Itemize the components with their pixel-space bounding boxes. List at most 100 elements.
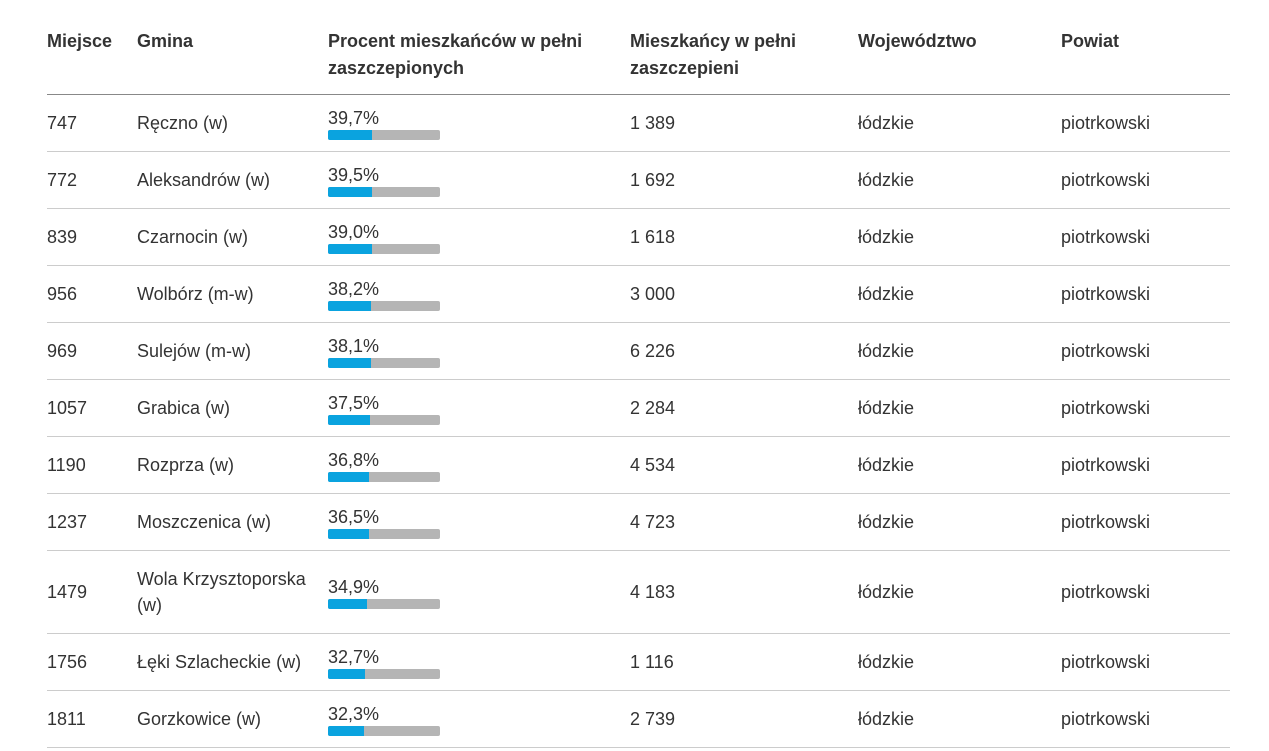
percent-cell: 32,3%: [328, 690, 630, 748]
table-cell: piotrkowski: [1061, 151, 1230, 209]
bar-track: [328, 472, 440, 482]
table-cell: Moszczenica (w): [137, 493, 328, 551]
table-cell: piotrkowski: [1061, 550, 1230, 634]
bar-fill: [328, 301, 371, 311]
bar-fill: [328, 358, 371, 368]
table-cell: 1479: [47, 550, 137, 634]
table-row: 1057 Grabica (w) 37,5% 2 284 łódzkie piotrkow…: [47, 379, 1230, 437]
column-header: Procent mieszkańców w pełni zaszczepiony…: [328, 28, 630, 95]
table-cell: łódzkie: [858, 265, 1061, 323]
bar-fill: [328, 130, 373, 140]
table-body: 747 Ręczno (w) 39,7% 1 389 łódzkie piotrkowsk…: [47, 94, 1230, 748]
table-cell: 1 389: [630, 94, 858, 152]
table-cell: piotrkowski: [1061, 322, 1230, 380]
percent-label: 32,3%: [328, 704, 380, 724]
table-cell: 956: [47, 265, 137, 323]
table-row: 1811 Gorzkowice (w) 32,3% 2 739 łódzkie piotr…: [47, 690, 1230, 748]
table-cell: 2 739: [630, 690, 858, 748]
table-cell: piotrkowski: [1061, 379, 1230, 437]
table-row: 1237 Moszczenica (w) 36,5% 4 723 łódzkie piot…: [47, 493, 1230, 551]
percent-cell: 32,7%: [328, 633, 630, 691]
table-row: 839 Czarnocin (w) 39,0% 1 618 łódzkie piotrko…: [47, 208, 1230, 266]
table-cell: piotrkowski: [1061, 690, 1230, 748]
table-cell: piotrkowski: [1061, 265, 1230, 323]
percent-label: 39,7%: [328, 108, 380, 128]
table-cell: 1237: [47, 493, 137, 551]
percent-cell: 38,2%: [328, 265, 630, 323]
table-row: 747 Ręczno (w) 39,7% 1 389 łódzkie piotrkowsk…: [47, 94, 1230, 152]
bar-fill: [328, 415, 370, 425]
percent-cell: 36,5%: [328, 493, 630, 551]
bar-track: [328, 415, 440, 425]
column-header: Województwo: [858, 28, 1061, 95]
table-row: 1479 Wola Krzysztoporska (w) 34,9% 4 183 łód…: [47, 550, 1230, 634]
table-cell: 1 116: [630, 633, 858, 691]
bar-track: [328, 599, 440, 609]
percent-label: 38,1%: [328, 336, 380, 356]
bar-track: [328, 301, 440, 311]
percent-cell: 39,0%: [328, 208, 630, 266]
bar-track: [328, 529, 440, 539]
table-cell: 1057: [47, 379, 137, 437]
bar-fill: [328, 529, 369, 539]
vaccination-table: Miejsce Gmina Procent mieszkańców w pełni …: [47, 28, 1230, 748]
table-cell: Grabica (w): [137, 379, 328, 437]
table-cell: Rozprza (w): [137, 436, 328, 494]
percent-cell: 34,9%: [328, 550, 630, 634]
table-cell: 4 534: [630, 436, 858, 494]
table-cell: łódzkie: [858, 379, 1061, 437]
table-cell: 1756: [47, 633, 137, 691]
table-row: 956 Wolbórz (m-w) 38,2% 3 000 łódzkie piotrko…: [47, 265, 1230, 323]
table-cell: 4 723: [630, 493, 858, 551]
table-cell: Gorzkowice (w): [137, 690, 328, 748]
table-cell: piotrkowski: [1061, 208, 1230, 266]
table-cell: piotrkowski: [1061, 493, 1230, 551]
table-row: 1756 Łęki Szlacheckie (w) 32,7% 1 116 łódzki…: [47, 633, 1230, 691]
table-cell: łódzkie: [858, 208, 1061, 266]
table-cell: Czarnocin (w): [137, 208, 328, 266]
percent-label: 37,5%: [328, 393, 380, 413]
table-cell: łódzkie: [858, 690, 1061, 748]
table-cell: Wolbórz (m-w): [137, 265, 328, 323]
table-cell: 1190: [47, 436, 137, 494]
table-cell: łódzkie: [858, 94, 1061, 152]
column-header: Miejsce: [47, 28, 137, 95]
table-cell: łódzkie: [858, 493, 1061, 551]
table-cell: 839: [47, 208, 137, 266]
bar-track: [328, 244, 440, 254]
percent-cell: 36,8%: [328, 436, 630, 494]
table-cell: piotrkowski: [1061, 633, 1230, 691]
column-header: Powiat: [1061, 28, 1230, 95]
bar-fill: [328, 244, 372, 254]
table-cell: łódzkie: [858, 322, 1061, 380]
percent-cell: 38,1%: [328, 322, 630, 380]
bar-track: [328, 726, 440, 736]
percent-label: 36,5%: [328, 507, 380, 527]
table-row: 772 Aleksandrów (w) 39,5% 1 692 łódzkie piotr…: [47, 151, 1230, 209]
percent-label: 32,7%: [328, 647, 380, 667]
table-row: 969 Sulejów (m-w) 38,1% 6 226 łódzkie piotrko…: [47, 322, 1230, 380]
percent-cell: 39,5%: [328, 151, 630, 209]
table-cell: 969: [47, 322, 137, 380]
column-header: Gmina: [137, 28, 328, 95]
table-cell: łódzkie: [858, 151, 1061, 209]
table-cell: Łęki Szlacheckie (w): [137, 633, 328, 691]
table-cell: 3 000: [630, 265, 858, 323]
table-cell: 6 226: [630, 322, 858, 380]
bar-fill: [328, 472, 370, 482]
table-cell: 772: [47, 151, 137, 209]
table-cell: 4 183: [630, 550, 858, 634]
table-cell: 2 284: [630, 379, 858, 437]
bar-track: [328, 130, 440, 140]
percent-cell: 39,7%: [328, 94, 630, 152]
table-cell: 1 618: [630, 208, 858, 266]
table-cell: piotrkowski: [1061, 436, 1230, 494]
bar-track: [328, 358, 440, 368]
percent-label: 38,2%: [328, 279, 380, 299]
bar-fill: [328, 599, 368, 609]
table-cell: Wola Krzysztoporska (w): [137, 550, 328, 634]
percent-label: 36,8%: [328, 450, 380, 470]
table-header: Miejsce Gmina Procent mieszkańców w pełni …: [47, 28, 1230, 95]
table-cell: łódzkie: [858, 436, 1061, 494]
